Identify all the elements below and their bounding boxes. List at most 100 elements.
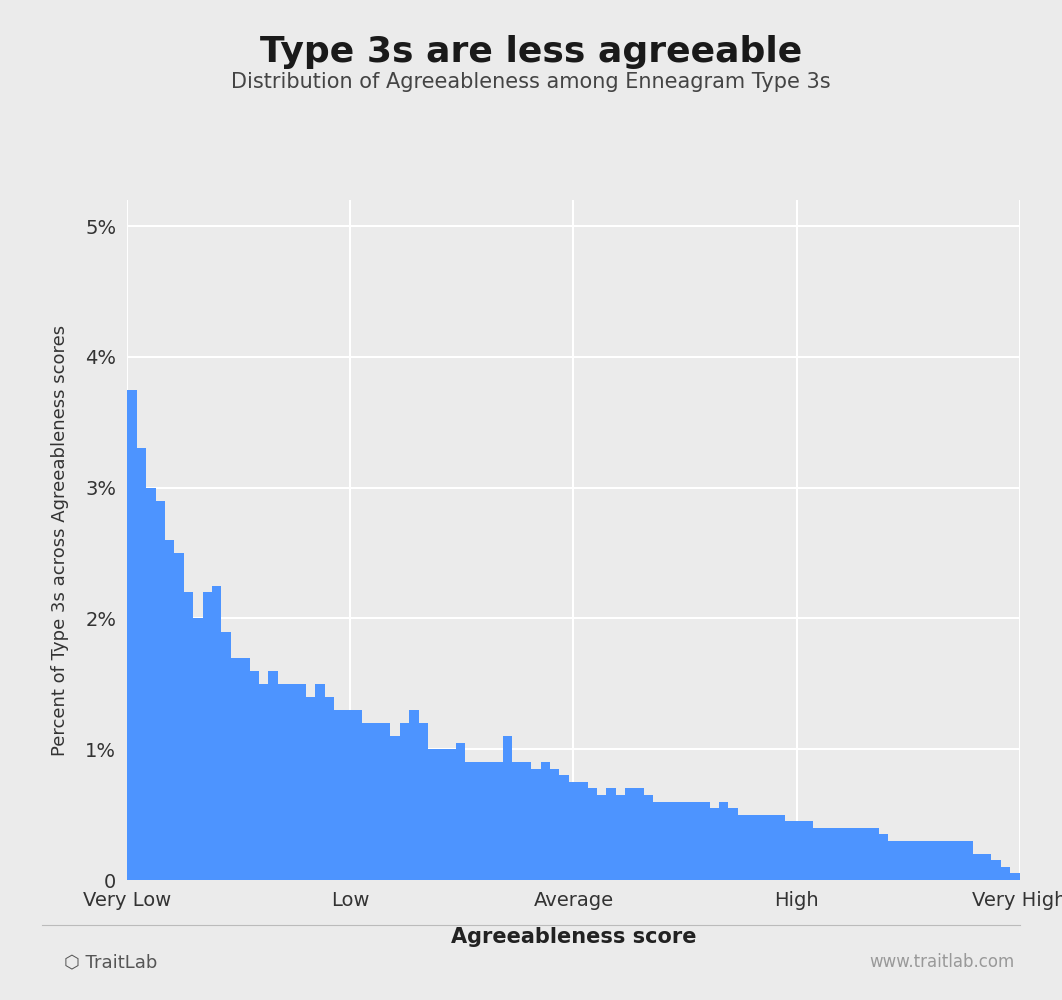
Bar — [335, 710, 343, 880]
Bar — [165, 540, 174, 880]
Bar — [860, 828, 870, 880]
Bar — [418, 723, 428, 880]
Bar — [372, 723, 381, 880]
Bar — [644, 795, 653, 880]
Bar — [634, 788, 644, 880]
Bar — [719, 802, 729, 880]
Bar — [221, 632, 230, 880]
Bar — [560, 775, 569, 880]
X-axis label: Agreeableness score: Agreeableness score — [450, 927, 697, 947]
Bar — [653, 802, 663, 880]
Bar — [456, 743, 465, 880]
Bar — [917, 841, 926, 880]
Bar — [541, 762, 550, 880]
Bar — [775, 815, 785, 880]
Bar — [748, 815, 756, 880]
Bar — [991, 860, 1000, 880]
Bar — [391, 736, 399, 880]
Bar — [147, 488, 156, 880]
Bar — [137, 448, 147, 880]
Bar — [381, 723, 391, 880]
Bar — [287, 684, 296, 880]
Bar — [1000, 867, 1010, 880]
Bar — [494, 762, 503, 880]
Bar — [550, 769, 560, 880]
Bar — [944, 841, 954, 880]
Bar — [409, 710, 418, 880]
Bar — [963, 841, 973, 880]
Bar — [587, 788, 597, 880]
Bar — [174, 553, 184, 880]
Bar — [851, 828, 860, 880]
Bar — [888, 841, 897, 880]
Bar — [203, 592, 212, 880]
Bar — [230, 658, 240, 880]
Bar — [926, 841, 935, 880]
Bar — [521, 762, 531, 880]
Bar — [484, 762, 494, 880]
Bar — [277, 684, 287, 880]
Bar — [325, 697, 335, 880]
Bar — [663, 802, 672, 880]
Bar — [822, 828, 832, 880]
Text: www.traitlab.com: www.traitlab.com — [869, 953, 1014, 971]
Text: Type 3s are less agreeable: Type 3s are less agreeable — [260, 35, 802, 69]
Text: Distribution of Agreeableness among Enneagram Type 3s: Distribution of Agreeableness among Enne… — [232, 72, 830, 92]
Bar — [475, 762, 484, 880]
Bar — [878, 834, 888, 880]
Bar — [569, 782, 578, 880]
Bar — [315, 684, 325, 880]
Bar — [259, 684, 269, 880]
Bar — [616, 795, 626, 880]
Bar — [447, 749, 456, 880]
Bar — [832, 828, 841, 880]
Bar — [626, 788, 634, 880]
Bar — [503, 736, 513, 880]
Bar — [212, 586, 221, 880]
Bar — [428, 749, 438, 880]
Bar — [399, 723, 409, 880]
Bar — [343, 710, 353, 880]
Bar — [269, 671, 277, 880]
Bar — [729, 808, 738, 880]
Bar — [907, 841, 917, 880]
Bar — [785, 821, 794, 880]
Bar — [709, 808, 719, 880]
Bar — [700, 802, 709, 880]
Bar — [672, 802, 682, 880]
Y-axis label: Percent of Type 3s across Agreeableness scores: Percent of Type 3s across Agreeableness … — [51, 324, 69, 756]
Bar — [756, 815, 766, 880]
Bar — [250, 671, 259, 880]
Bar — [804, 821, 812, 880]
Bar — [606, 788, 616, 880]
Bar — [531, 769, 541, 880]
Bar — [738, 815, 748, 880]
Bar — [691, 802, 700, 880]
Bar — [193, 618, 203, 880]
Bar — [353, 710, 362, 880]
Text: ⬡ TraitLab: ⬡ TraitLab — [64, 953, 157, 971]
Bar — [1010, 873, 1020, 880]
Bar — [362, 723, 372, 880]
Bar — [156, 501, 165, 880]
Bar — [766, 815, 775, 880]
Bar — [870, 828, 878, 880]
Bar — [973, 854, 982, 880]
Bar — [982, 854, 991, 880]
Bar — [438, 749, 447, 880]
Bar — [296, 684, 306, 880]
Bar — [184, 592, 193, 880]
Bar — [897, 841, 907, 880]
Bar — [127, 390, 137, 880]
Bar — [682, 802, 691, 880]
Bar — [465, 762, 475, 880]
Bar — [513, 762, 521, 880]
Bar — [812, 828, 822, 880]
Bar — [578, 782, 587, 880]
Bar — [935, 841, 944, 880]
Bar — [597, 795, 606, 880]
Bar — [954, 841, 963, 880]
Bar — [841, 828, 851, 880]
Bar — [240, 658, 250, 880]
Bar — [794, 821, 804, 880]
